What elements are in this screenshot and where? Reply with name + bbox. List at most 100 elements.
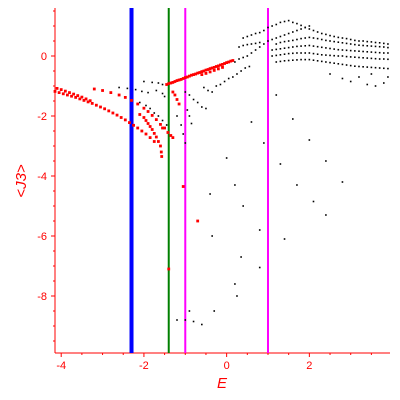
point-s1-127 (292, 46, 294, 48)
point-s1-24 (205, 107, 207, 110)
point-s1-210 (246, 43, 249, 46)
point-s1-36 (219, 83, 222, 86)
point-s1-141 (349, 49, 352, 52)
point-s0-100 (175, 98, 179, 101)
point-s1-52 (267, 40, 269, 42)
point-s0-103 (166, 131, 170, 134)
point-s1-17 (157, 82, 160, 84)
point-s1-75 (312, 29, 315, 32)
point-s1-191 (320, 60, 323, 63)
point-s1-60 (300, 28, 302, 30)
point-s1-140 (345, 49, 348, 52)
point-s1-221 (349, 80, 352, 83)
point-s1-73 (304, 26, 307, 29)
point-s1-95 (279, 41, 282, 44)
point-s1-224 (374, 85, 377, 87)
point-s1-247 (258, 266, 261, 269)
point-s1-92 (382, 42, 385, 45)
point-s0-57 (159, 150, 163, 154)
point-s1-232 (341, 181, 344, 183)
point-s1-128 (296, 45, 298, 48)
point-s1-58 (292, 31, 294, 33)
point-s1-27 (182, 133, 185, 135)
point-s0-33 (88, 99, 92, 103)
point-s0-79 (206, 68, 210, 71)
point-s0-102 (163, 126, 166, 130)
point-s1-162 (316, 53, 319, 55)
point-s0-99 (173, 93, 177, 97)
point-s0-77 (202, 69, 206, 73)
point-s0-23 (148, 136, 152, 139)
point-s0-64 (175, 79, 179, 82)
point-s0-48 (142, 116, 146, 119)
point-s1-113 (354, 43, 356, 46)
point-s0-86 (221, 63, 224, 66)
point-s1-200 (358, 65, 360, 68)
point-s0-42 (146, 110, 150, 113)
point-s1-192 (325, 61, 327, 63)
point-s1-21 (192, 98, 195, 101)
point-s1-183 (287, 59, 290, 62)
point-s1-209 (242, 44, 244, 47)
point-s1-101 (304, 37, 307, 39)
point-s1-6 (161, 92, 164, 95)
point-s1-148 (378, 51, 381, 54)
point-s0-31 (80, 95, 84, 99)
point-s0-107 (181, 185, 185, 188)
x-tick-label: -2 (139, 360, 149, 372)
point-s0-11 (99, 105, 102, 109)
point-s1-252 (176, 319, 178, 321)
point-s1-157 (296, 52, 298, 54)
point-s0-34 (92, 87, 96, 91)
point-s1-208 (238, 46, 240, 48)
point-s1-69 (287, 19, 290, 22)
point-s1-152 (275, 54, 278, 57)
point-s1-25 (176, 115, 178, 117)
point-s1-48 (250, 52, 253, 54)
point-s0-0 (53, 90, 57, 93)
point-s1-15 (143, 80, 145, 83)
point-s1-153 (279, 54, 282, 56)
point-s0-83 (214, 65, 218, 68)
point-s1-122 (271, 49, 273, 51)
point-s1-193 (329, 61, 331, 64)
point-s0-104 (169, 134, 173, 137)
point-s1-85 (354, 39, 356, 42)
point-s0-59 (165, 83, 169, 86)
point-s1-124 (279, 48, 282, 50)
point-s0-80 (208, 67, 212, 70)
point-s1-126 (287, 46, 290, 49)
point-s0-81 (210, 66, 214, 70)
point-s1-164 (325, 54, 327, 56)
point-s1-254 (192, 320, 195, 323)
point-s1-253 (184, 319, 187, 321)
point-s1-166 (333, 54, 335, 57)
point-s0-36 (109, 91, 113, 94)
point-s0-3 (66, 93, 69, 97)
point-s1-223 (366, 83, 369, 86)
x-axis-title: E (217, 375, 228, 392)
point-s0-65 (177, 78, 181, 82)
point-s1-242 (258, 229, 261, 231)
point-s1-207 (387, 67, 389, 70)
x-tick-label: 2 (306, 360, 312, 372)
point-s1-5 (155, 89, 158, 92)
point-s1-154 (283, 53, 286, 55)
point-s1-89 (370, 41, 373, 43)
point-s1-1 (126, 87, 129, 90)
point-s0-13 (107, 109, 111, 113)
point-s1-62 (308, 25, 311, 27)
point-s1-83 (345, 37, 348, 40)
point-s1-130 (304, 45, 307, 47)
point-s0-91 (231, 59, 235, 62)
point-s0-68 (183, 76, 187, 79)
point-s0-32 (84, 97, 88, 101)
point-s1-55 (279, 35, 282, 38)
point-s0-94 (208, 70, 212, 74)
point-s1-125 (283, 47, 286, 49)
point-s1-118 (374, 45, 377, 48)
point-s1-238 (325, 214, 327, 216)
point-s1-136 (329, 47, 331, 50)
point-s1-143 (358, 50, 360, 52)
x-tick-label: 0 (224, 360, 230, 372)
